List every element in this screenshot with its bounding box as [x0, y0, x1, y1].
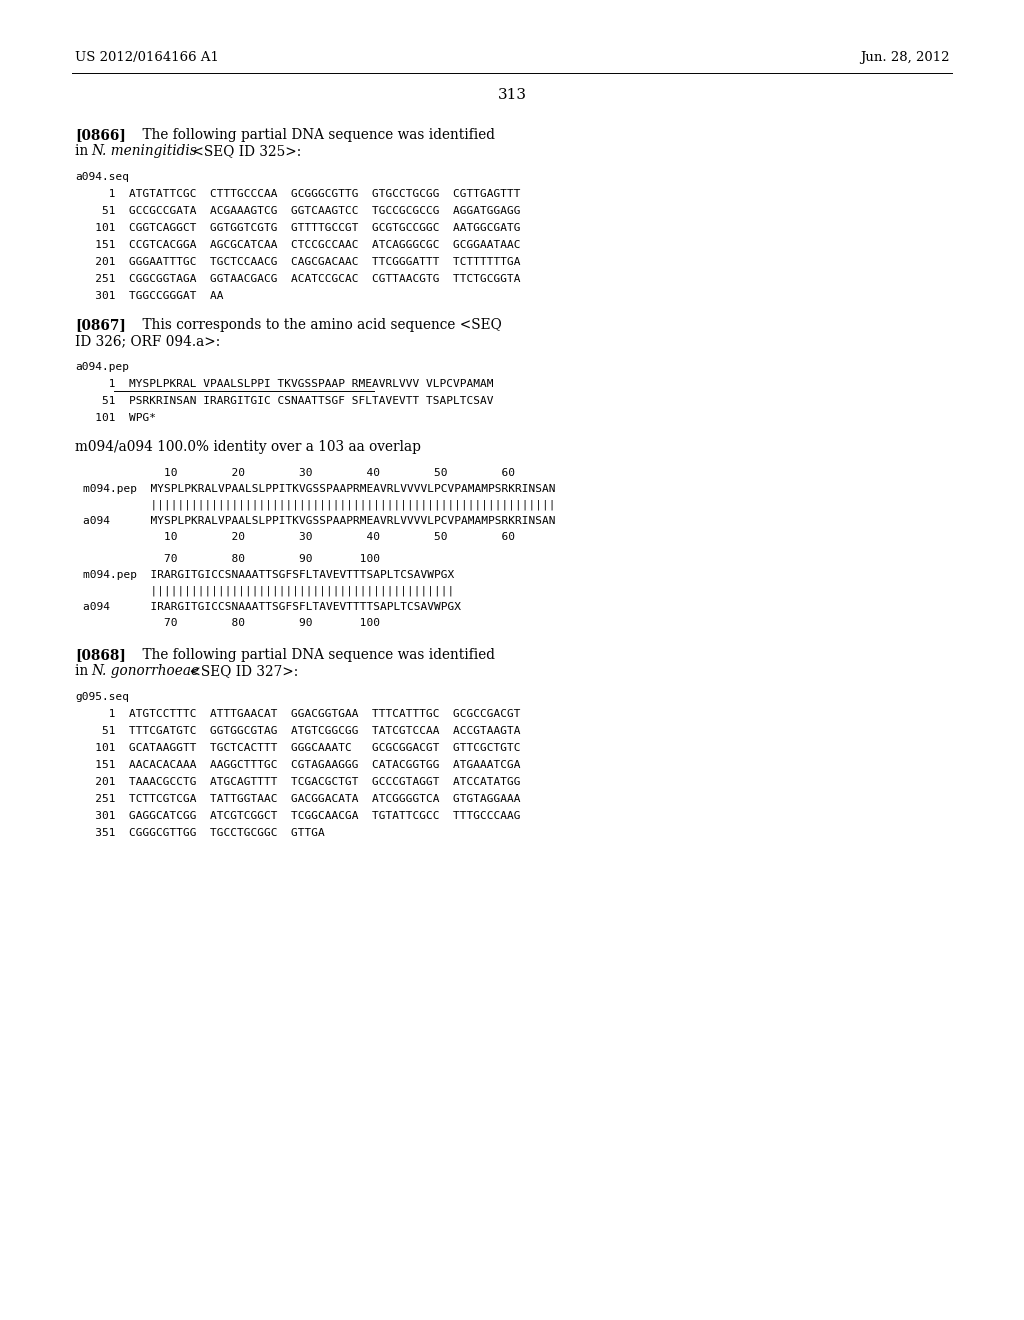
- Text: m094/a094 100.0% identity over a 103 aa overlap: m094/a094 100.0% identity over a 103 aa …: [75, 440, 421, 454]
- Text: 251  CGGCGGTAGA  GGTAACGACG  ACATCCGCAC  CGTTAACGTG  TTCTGCGGTA: 251 CGGCGGTAGA GGTAACGACG ACATCCGCAC CGT…: [75, 275, 520, 284]
- Text: g095.seq: g095.seq: [75, 692, 129, 702]
- Text: The following partial DNA sequence was identified: The following partial DNA sequence was i…: [125, 648, 495, 663]
- Text: 1  MYSPLPKRAL VPAALSLPPI TKVGSSPAAP RMEAVRLVVV VLPCVPAMAM: 1 MYSPLPKRAL VPAALSLPPI TKVGSSPAAP RMEAV…: [75, 379, 494, 389]
- Text: 101  WPG*: 101 WPG*: [75, 413, 156, 422]
- Text: m094.pep  IRARGITGICCSNAAATTSGFSFLTAVEVTTTSAPLTCSAVWPGX: m094.pep IRARGITGICCSNAAATTSGFSFLTAVEVTT…: [83, 570, 455, 579]
- Text: a094      IRARGITGICCSNAAATTSGFSFLTAVEVTTTTSAPLTCSAVWPGX: a094 IRARGITGICCSNAAATTSGFSFLTAVEVTTTTSA…: [83, 602, 461, 612]
- Text: 301  GAGGCATCGG  ATCGTCGGCT  TCGGCAACGA  TGTATTCGCC  TTTGCCCAAG: 301 GAGGCATCGG ATCGTCGGCT TCGGCAACGA TGT…: [75, 810, 520, 821]
- Text: 151  CCGTCACGGA  AGCGCATCAA  CTCCGCCAAC  ATCAGGGCGC  GCGGAATAAC: 151 CCGTCACGGA AGCGCATCAA CTCCGCCAAC ATC…: [75, 240, 520, 249]
- Text: N. gonorrhoeae: N. gonorrhoeae: [91, 664, 199, 678]
- Text: ||||||||||||||||||||||||||||||||||||||||||||||||||||||||||||: ||||||||||||||||||||||||||||||||||||||||…: [83, 500, 555, 511]
- Text: The following partial DNA sequence was identified: The following partial DNA sequence was i…: [125, 128, 495, 143]
- Text: 51  TTTCGATGTC  GGTGGCGTAG  ATGTCGGCGG  TATCGTCCAA  ACCGTAAGTA: 51 TTTCGATGTC GGTGGCGTAG ATGTCGGCGG TATC…: [75, 726, 520, 737]
- Text: <SEQ ID 327>:: <SEQ ID 327>:: [185, 664, 298, 678]
- Text: [0867]: [0867]: [75, 318, 126, 333]
- Text: |||||||||||||||||||||||||||||||||||||||||||||: ||||||||||||||||||||||||||||||||||||||||…: [83, 586, 455, 597]
- Text: a094.pep: a094.pep: [75, 362, 129, 372]
- Text: [0868]: [0868]: [75, 648, 126, 663]
- Text: 351  CGGGCGTTGG  TGCCTGCGGC  GTTGA: 351 CGGGCGTTGG TGCCTGCGGC GTTGA: [75, 828, 325, 838]
- Text: 101  CGGTCAGGCT  GGTGGTCGTG  GTTTTGCCGT  GCGTGCCGGC  AATGGCGATG: 101 CGGTCAGGCT GGTGGTCGTG GTTTTGCCGT GCG…: [75, 223, 520, 234]
- Text: a094      MYSPLPKRALVPAALSLPPITKVGSSPAAPRMEAVRLVVVVLPCVPAMAMPSRKRINSAN: a094 MYSPLPKRALVPAALSLPPITKVGSSPAAPRMEAV…: [83, 516, 555, 525]
- Text: a094.seq: a094.seq: [75, 172, 129, 182]
- Text: This corresponds to the amino acid sequence <SEQ: This corresponds to the amino acid seque…: [125, 318, 502, 333]
- Text: US 2012/0164166 A1: US 2012/0164166 A1: [75, 50, 219, 63]
- Text: Jun. 28, 2012: Jun. 28, 2012: [860, 50, 950, 63]
- Text: <SEQ ID 325>:: <SEQ ID 325>:: [188, 144, 301, 158]
- Text: 201  GGGAATTTGC  TGCTCCAACG  CAGCGACAAC  TTCGGGATTT  TCTTTTTTGA: 201 GGGAATTTGC TGCTCCAACG CAGCGACAAC TTC…: [75, 257, 520, 267]
- Text: in: in: [75, 664, 92, 678]
- Text: 1  ATGTCCTTTC  ATTTGAACAT  GGACGGTGAA  TTTCATTTGC  GCGCCGACGT: 1 ATGTCCTTTC ATTTGAACAT GGACGGTGAA TTTCA…: [75, 709, 520, 719]
- Text: [0866]: [0866]: [75, 128, 126, 143]
- Text: ID 326; ORF 094.a>:: ID 326; ORF 094.a>:: [75, 334, 220, 348]
- Text: in: in: [75, 144, 92, 158]
- Text: N. meningitidis: N. meningitidis: [91, 144, 197, 158]
- Text: 10        20        30        40        50        60: 10 20 30 40 50 60: [83, 532, 515, 543]
- Text: m094.pep  MYSPLPKRALVPAALSLPPITKVGSSPAAPRMEAVRLVVVVLPCVPAMAMPSRKRINSAN: m094.pep MYSPLPKRALVPAALSLPPITKVGSSPAAPR…: [83, 484, 555, 494]
- Text: 51  GCCGCCGATA  ACGAAAGTCG  GGTCAAGTCC  TGCCGCGCCG  AGGATGGAGG: 51 GCCGCCGATA ACGAAAGTCG GGTCAAGTCC TGCC…: [75, 206, 520, 216]
- Text: 151  AACACACAAA  AAGGCTTTGC  CGTAGAAGGG  CATACGGTGG  ATGAAATCGA: 151 AACACACAAA AAGGCTTTGC CGTAGAAGGG CAT…: [75, 760, 520, 770]
- Text: 10        20        30        40        50        60: 10 20 30 40 50 60: [83, 469, 515, 478]
- Text: 70        80        90       100: 70 80 90 100: [83, 618, 380, 628]
- Text: 313: 313: [498, 88, 526, 102]
- Text: 251  TCTTCGTCGA  TATTGGTAAC  GACGGACATA  ATCGGGGTCA  GTGTAGGAAA: 251 TCTTCGTCGA TATTGGTAAC GACGGACATA ATC…: [75, 795, 520, 804]
- Text: 101  GCATAAGGTT  TGCTCACTTT  GGGCAAATC   GCGCGGACGT  GTTCGCTGTC: 101 GCATAAGGTT TGCTCACTTT GGGCAAATC GCGC…: [75, 743, 520, 752]
- Text: 51  PSRKRINSAN IRARGITGIC CSNAATTSGF SFLTAVEVTT TSAPLTCSAV: 51 PSRKRINSAN IRARGITGIC CSNAATTSGF SFLT…: [75, 396, 494, 407]
- Text: 301  TGGCCGGGAT  AA: 301 TGGCCGGGAT AA: [75, 290, 223, 301]
- Text: 1  ATGTATTCGC  CTTTGCCCAA  GCGGGCGTTG  GTGCCTGCGG  CGTTGAGTTT: 1 ATGTATTCGC CTTTGCCCAA GCGGGCGTTG GTGCC…: [75, 189, 520, 199]
- Text: 70        80        90       100: 70 80 90 100: [83, 554, 380, 564]
- Text: 201  TAAACGCCTG  ATGCAGTTTT  TCGACGCTGT  GCCCGTAGGT  ATCCATATGG: 201 TAAACGCCTG ATGCAGTTTT TCGACGCTGT GCC…: [75, 777, 520, 787]
